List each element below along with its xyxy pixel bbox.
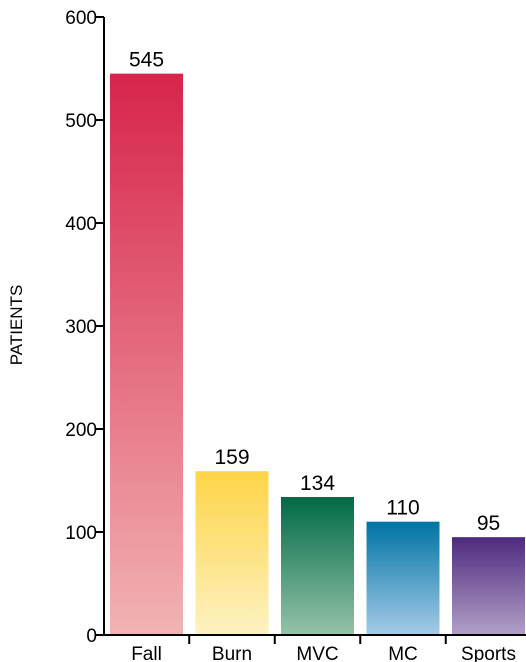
- axes-layer: 0 100 200 300 400 500 600 Fall Burn MVC MC Sports: [65, 8, 526, 662]
- bar-value-label: 110: [386, 497, 419, 520]
- y-tick-label: 500: [65, 111, 97, 132]
- y-tick-label: 100: [65, 523, 97, 544]
- y-tick-label: 300: [65, 317, 97, 338]
- bar-mc: [366, 521, 440, 635]
- x-tick-label: Sports: [461, 644, 516, 662]
- bar-fall: [110, 73, 183, 635]
- bars-layer: 545 159 134 110 95: [110, 49, 525, 635]
- bar-sports: [452, 537, 525, 635]
- y-tick-label: 400: [65, 214, 97, 235]
- x-tick-label: Burn: [212, 644, 252, 662]
- x-tick-label: Fall: [131, 644, 162, 662]
- y-tick-label: 0: [86, 626, 97, 647]
- y-axis-label: PATIENTS: [7, 285, 26, 366]
- y-tick-label: 600: [65, 8, 97, 29]
- x-tick-label: MVC: [296, 644, 338, 662]
- bar-burn: [195, 471, 269, 635]
- x-tick-label: MC: [388, 644, 418, 662]
- bar-value-label: 159: [214, 446, 249, 469]
- bar-value-label: 545: [129, 49, 164, 72]
- bar-value-label: 95: [477, 512, 500, 535]
- bar-mvc: [281, 496, 354, 635]
- y-tick-label: 200: [65, 420, 97, 441]
- bar-value-label: 134: [300, 472, 335, 495]
